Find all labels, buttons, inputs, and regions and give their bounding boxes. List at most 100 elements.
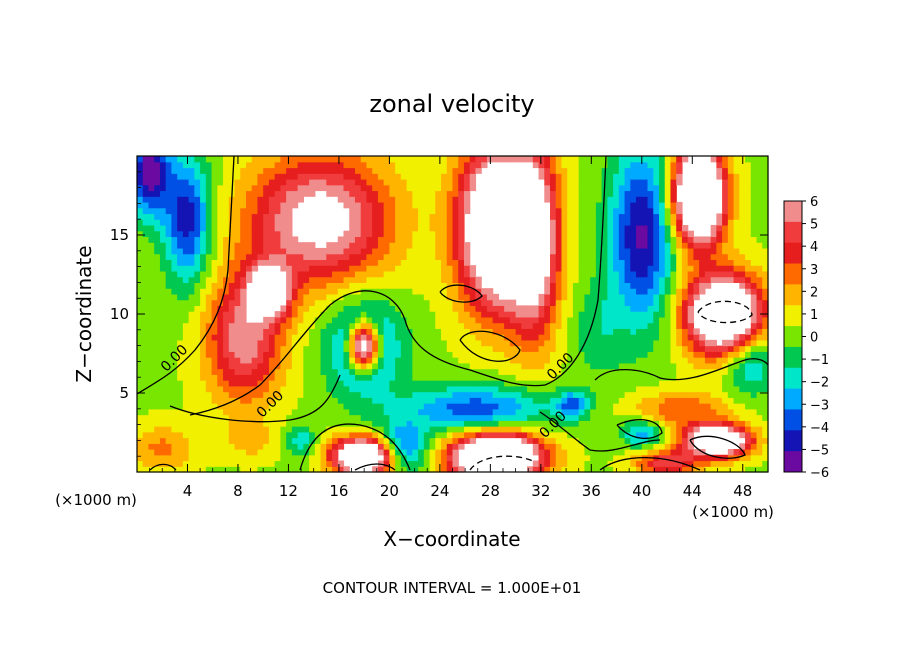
field-cell xyxy=(446,437,454,444)
field-cell xyxy=(240,196,247,203)
field-cell xyxy=(377,276,385,283)
field-cell xyxy=(142,351,150,358)
field-cell xyxy=(676,282,683,289)
field-cell xyxy=(463,368,471,375)
field-cell xyxy=(182,431,190,439)
field-cell xyxy=(326,265,333,272)
field-cell xyxy=(418,305,425,312)
field-cell xyxy=(412,380,419,387)
field-cell xyxy=(607,196,614,203)
field-cell xyxy=(263,357,270,364)
field-cell xyxy=(647,466,654,473)
field-cell xyxy=(286,460,293,467)
field-cell xyxy=(142,293,150,301)
field-cell xyxy=(257,385,264,393)
field-cell xyxy=(154,322,161,329)
field-cell xyxy=(618,403,626,410)
field-cell xyxy=(286,437,293,444)
field-cell xyxy=(291,431,299,439)
field-cell xyxy=(463,357,471,364)
field-cell xyxy=(148,219,155,226)
field-cell xyxy=(458,230,465,238)
velocity-field xyxy=(137,156,769,473)
field-cell xyxy=(601,196,608,203)
field-cell xyxy=(194,339,201,347)
field-cell xyxy=(544,316,551,324)
field-cell xyxy=(389,242,396,249)
field-cell xyxy=(309,449,316,456)
field-cell xyxy=(716,368,723,375)
field-cell xyxy=(314,293,322,301)
field-cell xyxy=(142,431,150,439)
field-cell xyxy=(182,443,190,450)
field-cell xyxy=(228,311,236,318)
field-cell xyxy=(291,351,299,358)
field-cell xyxy=(395,190,402,197)
field-cell xyxy=(429,316,436,324)
field-cell xyxy=(406,242,413,249)
field-cell xyxy=(257,449,264,456)
field-cell xyxy=(710,454,717,462)
field-cell xyxy=(515,420,522,427)
field-cell xyxy=(636,288,643,295)
field-cell xyxy=(205,288,213,295)
field-cell xyxy=(561,196,568,203)
field-cell xyxy=(228,345,236,352)
field-cell xyxy=(320,173,327,180)
field-cell xyxy=(171,219,178,226)
field-cell xyxy=(337,345,345,352)
field-cell xyxy=(659,161,666,169)
field-cell xyxy=(722,265,729,272)
field-cell xyxy=(400,466,408,473)
field-cell xyxy=(515,374,522,381)
field-cell xyxy=(584,437,591,444)
field-cell xyxy=(177,426,184,433)
field-cell xyxy=(337,276,345,283)
field-cell xyxy=(395,345,402,352)
field-cell xyxy=(630,253,637,261)
field-cell xyxy=(607,426,614,433)
field-cell xyxy=(280,219,287,226)
field-cell xyxy=(297,167,304,174)
field-cell xyxy=(550,460,557,467)
field-cell xyxy=(205,282,213,289)
field-cell xyxy=(613,316,620,324)
field-cell xyxy=(509,351,517,358)
field-cell xyxy=(406,420,413,427)
field-cell xyxy=(578,288,586,295)
field-cell xyxy=(463,288,471,295)
field-cell xyxy=(458,437,465,444)
field-cell xyxy=(498,368,505,375)
field-cell xyxy=(228,236,236,243)
field-cell xyxy=(372,270,379,278)
field-cell xyxy=(601,230,608,238)
field-cell xyxy=(320,449,327,456)
field-cell xyxy=(366,201,373,209)
field-cell xyxy=(647,270,654,278)
field-cell xyxy=(234,385,241,393)
field-cell xyxy=(234,414,241,421)
field-cell xyxy=(194,305,201,312)
field-cell xyxy=(595,156,603,163)
field-cell xyxy=(297,196,304,203)
field-cell xyxy=(595,213,603,220)
field-cell xyxy=(590,230,597,238)
field-cell xyxy=(659,270,666,278)
field-cell xyxy=(636,328,643,335)
field-cell xyxy=(245,173,253,180)
field-cell xyxy=(412,322,419,329)
field-cell xyxy=(354,167,362,174)
field-cell xyxy=(618,276,626,283)
field-cell xyxy=(337,178,345,186)
field-cell xyxy=(550,242,557,249)
field-cell xyxy=(234,368,241,375)
field-cell xyxy=(343,156,350,163)
field-cell xyxy=(710,236,717,243)
field-cell xyxy=(372,345,379,352)
field-cell xyxy=(188,305,195,312)
field-cell xyxy=(280,431,287,439)
field-cell xyxy=(578,213,586,220)
field-cell xyxy=(200,397,207,404)
field-cell xyxy=(687,362,695,370)
field-cell xyxy=(245,351,253,358)
